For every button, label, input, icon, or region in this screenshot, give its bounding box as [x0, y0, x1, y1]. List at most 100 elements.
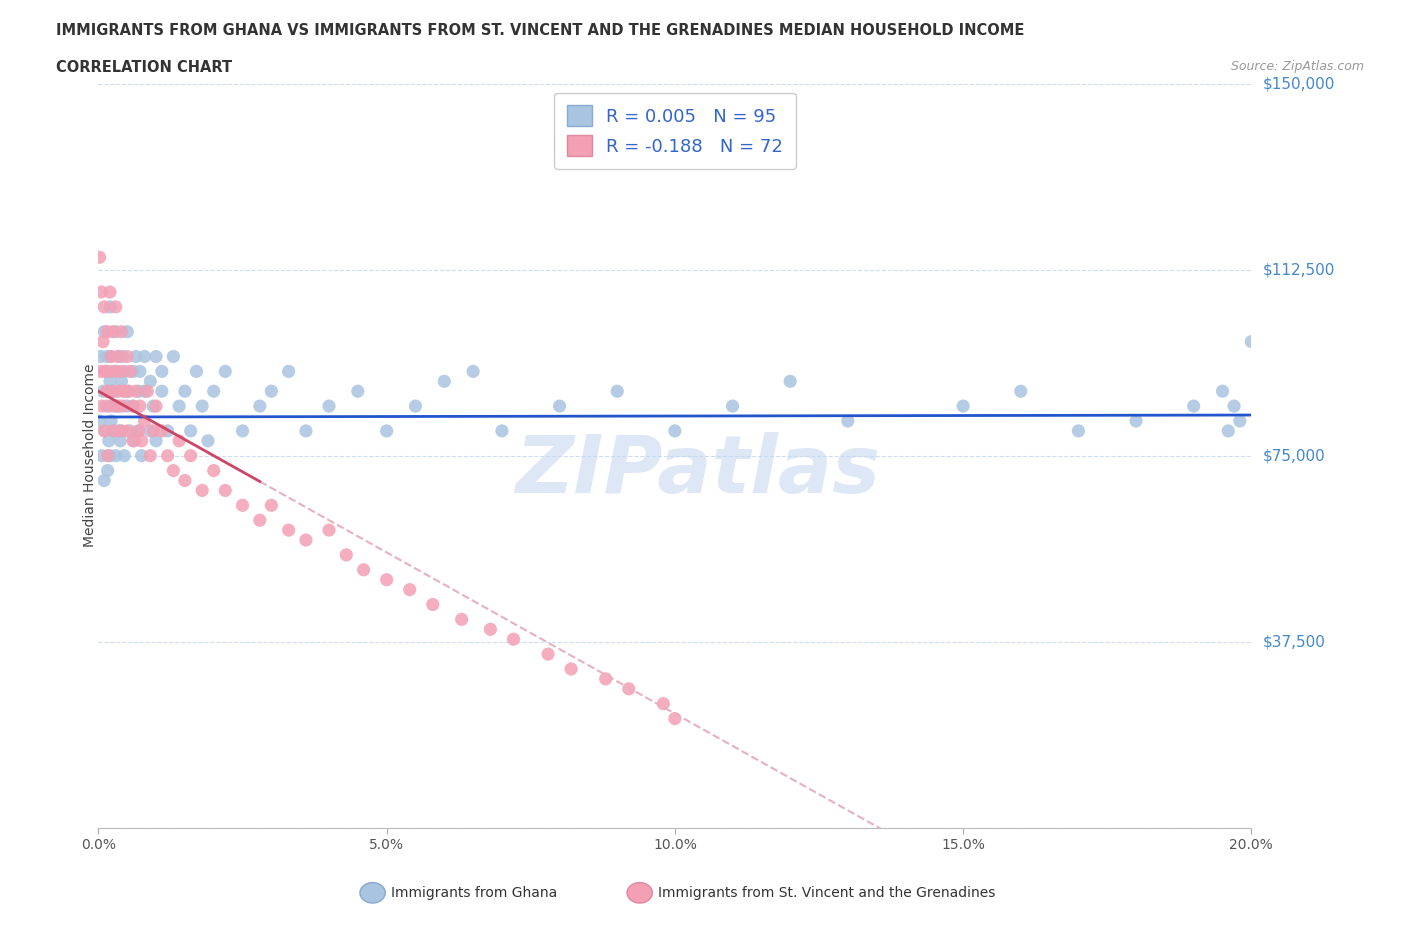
Point: [433, 374, 456, 389]
Point: [97, 384, 120, 399]
Point: [548, 399, 571, 414]
Point: [110, 364, 132, 379]
Text: $150,000: $150,000: [1263, 76, 1334, 91]
Point: [145, 349, 167, 364]
Point: [405, 399, 427, 414]
Point: [1182, 399, 1205, 414]
Point: [104, 325, 127, 339]
Point: [156, 423, 179, 438]
Point: [652, 697, 675, 711]
Point: [112, 384, 135, 399]
Point: [98, 285, 121, 299]
Point: [90, 364, 112, 379]
Text: Immigrants from St. Vincent and the Grenadines: Immigrants from St. Vincent and the Gren…: [658, 885, 995, 900]
Point: [202, 463, 225, 478]
Point: [97, 364, 120, 379]
Point: [110, 374, 132, 389]
Text: $75,000: $75,000: [1263, 448, 1326, 463]
Point: [174, 384, 197, 399]
Point: [617, 682, 640, 697]
Point: [122, 399, 145, 414]
Point: [231, 498, 254, 512]
Point: [664, 711, 686, 726]
Point: [214, 364, 236, 379]
Point: [145, 399, 167, 414]
Point: [117, 399, 138, 414]
Point: [93, 299, 115, 314]
Text: ZIPatlas: ZIPatlas: [516, 432, 880, 510]
Point: [139, 448, 162, 463]
Point: [150, 364, 173, 379]
Point: [103, 399, 125, 414]
Point: [100, 349, 122, 364]
Point: [100, 349, 122, 364]
Legend: R = 0.005   N = 95, R = -0.188   N = 72: R = 0.005 N = 95, R = -0.188 N = 72: [554, 93, 796, 168]
Point: [90, 448, 112, 463]
Point: [101, 384, 124, 399]
Point: [191, 483, 214, 498]
Point: [335, 548, 357, 563]
Point: [125, 349, 148, 364]
Point: [96, 399, 118, 414]
Point: [502, 631, 524, 646]
Point: [129, 364, 152, 379]
Point: [112, 448, 135, 463]
Point: [104, 299, 127, 314]
Point: [94, 364, 117, 379]
Point: [117, 325, 138, 339]
Point: [103, 364, 125, 379]
Point: [375, 572, 398, 587]
Point: [491, 423, 513, 438]
Point: [277, 523, 299, 538]
Point: [90, 399, 112, 414]
Point: [90, 285, 112, 299]
Point: [134, 414, 156, 429]
Point: [110, 325, 132, 339]
Point: [96, 325, 118, 339]
Point: [105, 399, 128, 414]
Point: [125, 384, 148, 399]
Point: [94, 364, 117, 379]
Point: [98, 374, 121, 389]
Point: [111, 349, 134, 364]
Point: [779, 374, 801, 389]
Point: [101, 384, 124, 399]
Point: [120, 364, 142, 379]
Point: [1240, 334, 1263, 349]
Point: [134, 384, 156, 399]
Point: [191, 399, 214, 414]
Point: [103, 423, 125, 438]
Point: [346, 384, 368, 399]
Point: [167, 399, 190, 414]
Point: [375, 423, 398, 438]
Point: [90, 349, 112, 364]
Point: [104, 384, 127, 399]
Point: [295, 533, 318, 548]
Point: [450, 612, 472, 627]
Point: [93, 423, 115, 438]
Point: [837, 414, 859, 429]
Point: [110, 433, 132, 448]
Point: [93, 473, 115, 488]
Point: [110, 423, 132, 438]
Point: [721, 399, 744, 414]
Point: [136, 384, 159, 399]
Point: [139, 374, 162, 389]
Point: [664, 423, 686, 438]
Point: [318, 523, 340, 538]
Y-axis label: Median Household Income: Median Household Income: [83, 364, 97, 548]
Point: [1229, 414, 1251, 429]
Point: [122, 433, 145, 448]
Point: [479, 622, 502, 637]
Point: [150, 384, 173, 399]
Point: [94, 423, 117, 438]
Point: [97, 463, 120, 478]
Point: [122, 433, 145, 448]
Point: [162, 349, 184, 364]
Point: [100, 414, 122, 429]
Point: [1067, 423, 1090, 438]
Point: [91, 334, 114, 349]
Point: [231, 423, 254, 438]
Point: [101, 325, 124, 339]
Point: [114, 364, 136, 379]
